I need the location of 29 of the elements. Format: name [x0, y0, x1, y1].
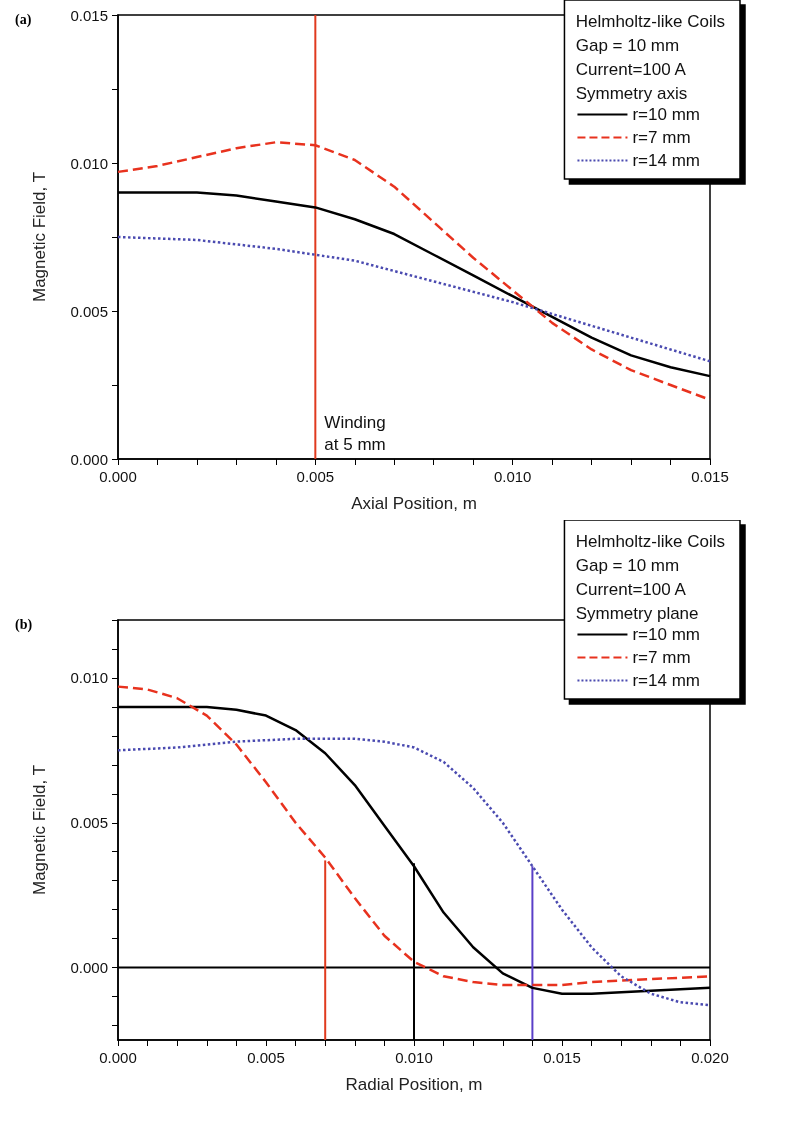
y-axis-title: Magnetic Field, T: [30, 764, 49, 896]
y-tick-label: 0.010: [70, 154, 108, 172]
x-tick-label: 0.000: [99, 468, 137, 485]
chart-title: (a): [15, 11, 32, 28]
ref-line-label: Winding at 5 mm: [324, 412, 391, 454]
x-axis-title: Axial Position, m: [351, 494, 477, 513]
legend-label: r=14 mm: [632, 151, 700, 170]
x-tick-label: 0.005: [296, 468, 335, 485]
x-tick-label: 0.020: [691, 1049, 729, 1066]
x-tick-label: 0.000: [99, 1049, 137, 1066]
y-tick-label: 0.015: [70, 6, 108, 24]
x-tick-label: 0.015: [543, 1049, 581, 1066]
y-tick-label: 0.000: [70, 959, 108, 977]
legend-label: r=7 mm: [632, 128, 691, 147]
chart-title: (b): [15, 616, 33, 633]
x-tick-label: 0.010: [493, 468, 532, 485]
x-tick-label: 0.005: [247, 1049, 285, 1066]
y-tick-label: 0.010: [70, 669, 108, 687]
x-tick-label: 0.010: [395, 1049, 433, 1066]
y-tick-label: 0.005: [70, 814, 108, 832]
legend-label: r=10 mm: [632, 625, 700, 644]
y-axis-title: Magnetic Field, T: [30, 171, 49, 303]
x-axis-title: Radial Position, m: [345, 1075, 483, 1094]
legend-label: r=10 mm: [632, 105, 700, 124]
legend-label: r=14 mm: [632, 671, 700, 690]
y-tick-label: 0.005: [70, 302, 108, 320]
y-tick-label: 0.000: [70, 450, 108, 468]
x-tick-label: 0.015: [691, 468, 729, 485]
legend-label: r=7 mm: [632, 648, 691, 667]
